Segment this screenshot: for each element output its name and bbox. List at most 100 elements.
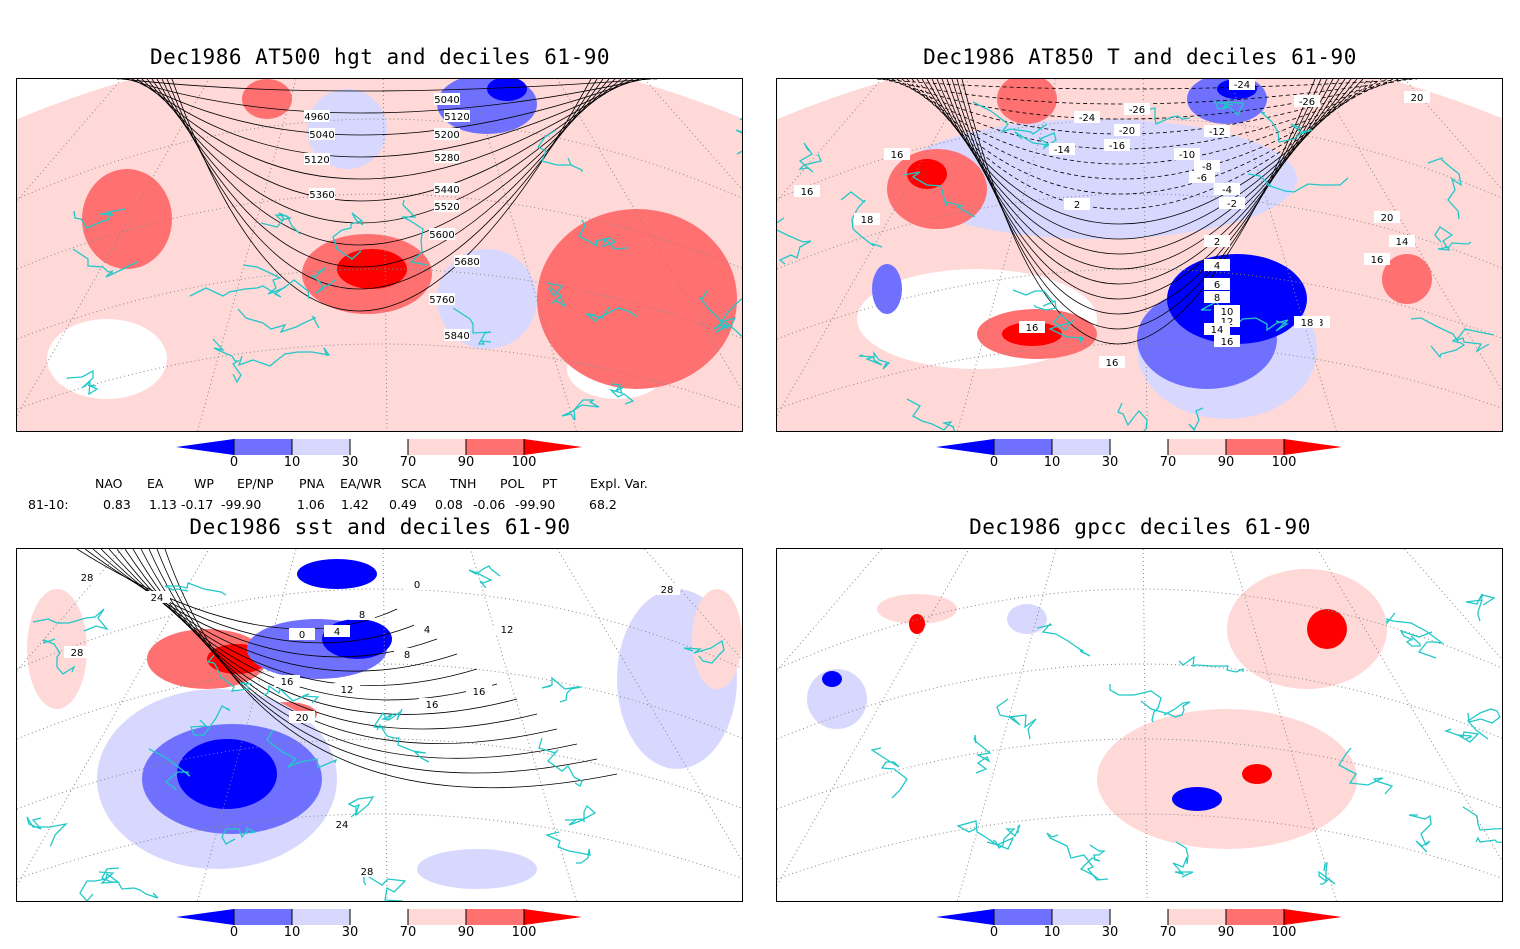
contour-label: -10 — [1179, 150, 1195, 161]
contour-label: 28 — [81, 573, 94, 584]
colorbar-tick-label: 70 — [399, 925, 417, 940]
decile-region — [437, 249, 537, 349]
decile-region — [307, 89, 387, 169]
contour-label: 8 — [359, 610, 365, 621]
colorbar-segment-6 — [524, 909, 582, 925]
colorbar-segment-1 — [234, 439, 292, 455]
colorbar-tick-label: 90 — [1217, 925, 1235, 940]
colorbar: 0 10 30 70 90 100 — [174, 909, 584, 949]
colorbar-tick-label: 10 — [283, 925, 301, 940]
domain-mask — [777, 549, 1502, 589]
colorbar-segment-2 — [292, 909, 350, 925]
colorbar-tick-label: 100 — [1271, 925, 1297, 940]
contour-label: 28 — [71, 648, 84, 659]
contour-label: 5120 — [304, 155, 329, 166]
contour-label: 2 — [1074, 200, 1080, 211]
decile-region — [537, 209, 737, 389]
contour-label: 12 — [341, 685, 354, 696]
contour-label: -16 — [1109, 141, 1125, 152]
contour-label: 5040 — [309, 130, 334, 141]
domain-mask — [17, 79, 742, 119]
colorbar-segment-6 — [1284, 439, 1342, 455]
contour-label: 12 — [1221, 317, 1234, 328]
decile-region — [807, 669, 867, 729]
contour-lines — [117, 79, 657, 312]
contour-label: 20 — [296, 713, 309, 724]
colorbar-segment-1 — [994, 909, 1052, 925]
colorbar-segment-6 — [1284, 909, 1342, 925]
decile-region — [417, 849, 537, 889]
contour-label: 16 — [426, 700, 439, 711]
contour-label: 16 — [473, 687, 486, 698]
colorbar-segment-5 — [1226, 909, 1284, 925]
index-header: SCA — [401, 476, 427, 491]
contour-label: 16 — [281, 677, 294, 688]
panel-title-gpcc: Dec1986 gpcc deciles 61-90 — [969, 515, 1311, 539]
index-value: 1.13 — [149, 497, 177, 512]
decile-region — [1307, 609, 1347, 649]
colorbar-tick-label: 30 — [341, 925, 359, 940]
colorbar-segment-3 — [1110, 439, 1168, 455]
colorbar-tick-label: 0 — [229, 925, 239, 940]
index-header: EA/WR — [340, 476, 382, 491]
decile-shading — [777, 79, 1502, 431]
colorbar-tick-label: 100 — [511, 455, 537, 470]
colorbar-segment-0 — [176, 439, 234, 455]
contour-label: -8 — [1202, 162, 1212, 173]
contour-label: 12 — [501, 625, 514, 636]
coastlines — [66, 117, 742, 421]
index-row-label: 81-10: — [28, 497, 69, 512]
contour-label: -12 — [1209, 127, 1225, 138]
decile-region — [1242, 764, 1272, 784]
colorbar-segment-6 — [524, 439, 582, 455]
map-canvas: 28 24 28 20 16 12 8 4 0 0 8 4 12 16 16 28 24 28 — [17, 549, 742, 901]
contour-label: 14 — [1211, 325, 1224, 336]
contour-label: 14 — [1396, 237, 1409, 248]
contour-label: 16 — [801, 187, 814, 198]
contour-label: 5600 — [429, 230, 454, 241]
index-header: EP/NP — [237, 476, 274, 491]
colorbar-tick-label: 100 — [1271, 455, 1297, 470]
contour-label: 28 — [661, 585, 674, 596]
decile-region — [692, 589, 742, 689]
colorbar-tick-label: 90 — [457, 455, 475, 470]
colorbar-segment-4 — [408, 909, 466, 925]
contour-label: -14 — [1054, 145, 1070, 156]
decile-region — [877, 594, 957, 624]
colorbar-segment-2 — [292, 439, 350, 455]
decile-region — [1002, 322, 1062, 346]
colorbar-segment-4 — [1168, 439, 1226, 455]
contour-label: 5280 — [434, 153, 459, 164]
contour-label: -24 — [1234, 80, 1250, 91]
index-header: NAO — [95, 476, 123, 491]
colorbar-tick-label: 10 — [1043, 925, 1061, 940]
colorbar-segment-2 — [1052, 439, 1110, 455]
contour-label: 16 — [891, 150, 904, 161]
colorbar-segment-1 — [994, 439, 1052, 455]
contour-label: 16 — [1026, 323, 1039, 334]
colorbar-tick-label: 30 — [341, 455, 359, 470]
contour-label: -6 — [1197, 173, 1207, 184]
colorbar-segment-0 — [176, 909, 234, 925]
decile-region — [177, 739, 277, 809]
contour-label: 5200 — [434, 130, 459, 141]
colorbar-tick-label: 70 — [1159, 455, 1177, 470]
contour-label: 5040 — [434, 95, 459, 106]
decile-region — [487, 79, 527, 101]
contour-label: 24 — [151, 593, 164, 604]
colorbar-segment-3 — [350, 439, 408, 455]
index-value: -0.17 — [181, 497, 214, 512]
contour-label: -2 — [1227, 199, 1237, 210]
contour-label: 28 — [361, 867, 374, 878]
map-sst: 28 24 28 20 16 12 8 4 0 0 8 4 12 16 16 28 24 28 — [16, 548, 743, 902]
contour-label: 0 — [414, 580, 420, 591]
colorbar-tick-label: 0 — [229, 455, 239, 470]
index-value: -99.90 — [515, 497, 556, 512]
colorbar-tick-label: 100 — [511, 925, 537, 940]
index-header: PT — [542, 476, 558, 491]
colorbar-tick-label: 10 — [283, 455, 301, 470]
contour-label: 5520 — [434, 202, 459, 213]
index-header: WP — [194, 476, 214, 491]
index-header: PNA — [299, 476, 325, 491]
map-canvas — [777, 549, 1502, 901]
